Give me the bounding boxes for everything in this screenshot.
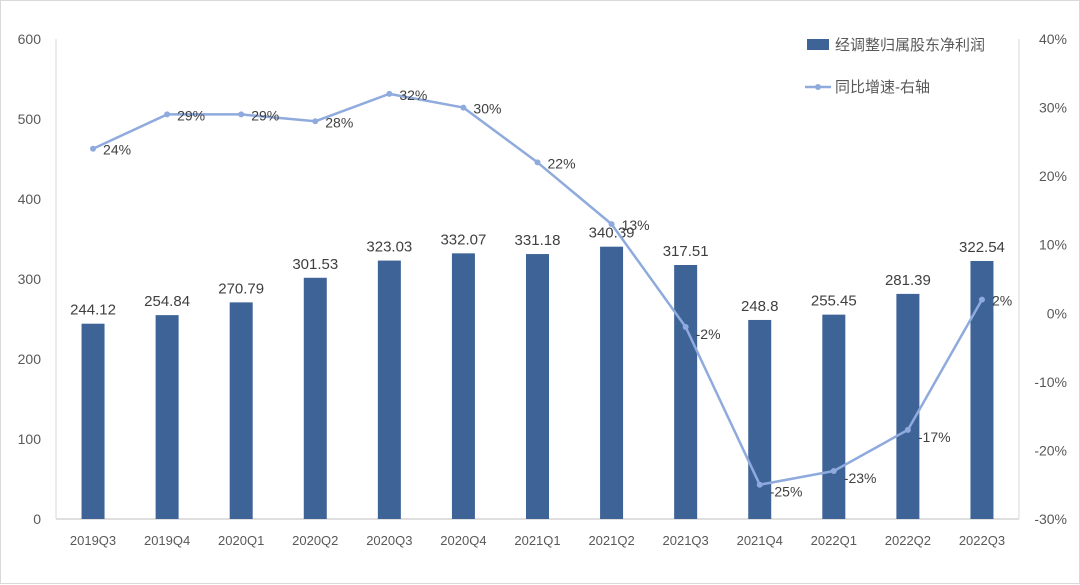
line-value-label: 30%: [473, 101, 501, 117]
bar-series: [81, 246, 994, 520]
x-axis-tick-label: 2022Q2: [885, 533, 931, 548]
left-axis-tick-label: 500: [18, 111, 42, 127]
bar: [377, 260, 401, 519]
line-value-label: -2%: [696, 326, 721, 342]
line-value-label: 22%: [548, 155, 576, 171]
line-point: [830, 468, 837, 474]
line-point: [978, 296, 985, 303]
right-axis-tick-label: 20%: [1039, 168, 1067, 184]
line-point: [756, 481, 763, 488]
line-point: [460, 104, 467, 111]
x-axis-tick-label: 2022Q1: [811, 533, 857, 548]
line-point: [90, 145, 97, 152]
bar-value-label: 254.84: [144, 293, 190, 310]
bar-data-labels: 244.12 254.84 270.79 301.53 323.03 332.07 331.…: [70, 225, 1005, 319]
right-axis-tick-label: 30%: [1039, 100, 1067, 116]
line-value-label: 24%: [103, 142, 131, 158]
line-point: [608, 221, 615, 228]
line-value-label: 29%: [177, 107, 205, 123]
bar-value-label: 332.07: [440, 231, 486, 248]
line-point: [164, 111, 171, 118]
bar-value-label: 323.03: [366, 239, 412, 256]
x-axis-tick-label: 2020Q1: [218, 533, 264, 548]
left-axis-ticks: 0 100 200 300 400 500 600: [18, 31, 42, 527]
left-axis-tick-label: 100: [18, 431, 42, 447]
x-axis-tick-label: 2020Q3: [366, 533, 412, 548]
legend-bar-label: 经调整归属股东净利润: [835, 37, 985, 54]
line-value-label: 2%: [992, 293, 1012, 309]
x-axis-tick-label: 2019Q4: [144, 533, 190, 548]
right-axis-tick-label: -10%: [1034, 374, 1067, 390]
line-value-label: 29%: [251, 107, 279, 123]
line-value-label: 13%: [622, 217, 650, 233]
line-point: [312, 118, 319, 125]
legend-bar-swatch: [807, 39, 829, 50]
line-point: [682, 324, 689, 330]
line-point: [238, 111, 245, 118]
bar-value-label: 331.18: [515, 232, 561, 249]
bar-value-label: 244.12: [70, 302, 116, 319]
line-series: [90, 90, 985, 488]
line-value-label: -17%: [918, 429, 951, 445]
line-point: [904, 426, 911, 433]
bar: [896, 293, 920, 519]
bar-value-label: 322.54: [959, 239, 1005, 256]
bar-value-label: 317.51: [663, 243, 709, 260]
right-axis-tick-label: 10%: [1039, 237, 1067, 253]
left-axis-tick-label: 0: [33, 511, 41, 527]
line-value-label: -25%: [770, 484, 803, 500]
bar-value-label: 248.8: [741, 298, 779, 315]
bar-value-label: 340.39: [589, 225, 635, 242]
bar: [303, 277, 327, 519]
x-axis-tick-label: 2021Q3: [663, 533, 709, 548]
right-axis-tick-label: -30%: [1034, 511, 1067, 527]
x-axis-tick-label: 2021Q1: [514, 533, 560, 548]
bar: [674, 264, 698, 519]
x-axis-ticks: 2019Q3 2019Q4 2020Q1 2020Q2 2020Q3 2020Q4 2021…: [70, 533, 1005, 548]
line-value-label: -23%: [844, 470, 877, 486]
line-data-labels: 24% 29% 29% 28% 32% 30% 22% 13% -2% -25% -23% -17% 2…: [103, 87, 1012, 500]
line-point: [534, 159, 541, 166]
bar: [970, 260, 994, 519]
bar-value-label: 270.79: [218, 280, 264, 297]
legend-line-label: 同比增速-右轴: [835, 79, 930, 96]
bar: [81, 323, 105, 519]
right-axis-tick-label: 0%: [1047, 305, 1067, 321]
x-axis-tick-label: 2022Q3: [959, 533, 1005, 548]
bar: [229, 302, 253, 519]
line-value-label: 28%: [325, 114, 353, 130]
x-axis-tick-label: 2019Q3: [70, 533, 116, 548]
bar: [600, 246, 624, 520]
bar-value-label: 301.53: [292, 256, 338, 273]
x-axis-tick-label: 2021Q2: [588, 533, 634, 548]
line-point: [386, 90, 393, 97]
legend: 经调整归属股东净利润 同比增速-右轴: [805, 37, 985, 96]
bar: [822, 314, 846, 519]
x-axis-tick-label: 2020Q2: [292, 533, 338, 548]
bar: [748, 319, 772, 519]
right-axis-ticks: -30% -20% -10% 0% 10% 20% 30% 40%: [1034, 31, 1067, 527]
legend-line-marker: [815, 84, 821, 90]
x-axis-tick-label: 2021Q4: [737, 533, 783, 548]
bar: [451, 253, 475, 519]
bar-value-label: 255.45: [811, 293, 857, 310]
right-axis-tick-label: -20%: [1034, 442, 1067, 458]
left-axis-tick-label: 300: [18, 271, 42, 287]
left-axis-tick-label: 200: [18, 351, 42, 367]
left-axis-tick-label: 400: [18, 191, 42, 207]
bar-value-label: 281.39: [885, 272, 931, 289]
x-axis-tick-label: 2020Q4: [440, 533, 486, 548]
left-axis-tick-label: 600: [18, 31, 42, 47]
right-axis-tick-label: 40%: [1039, 31, 1067, 47]
bar: [526, 254, 549, 519]
bar: [155, 315, 179, 519]
line-value-label: 32%: [399, 87, 427, 103]
